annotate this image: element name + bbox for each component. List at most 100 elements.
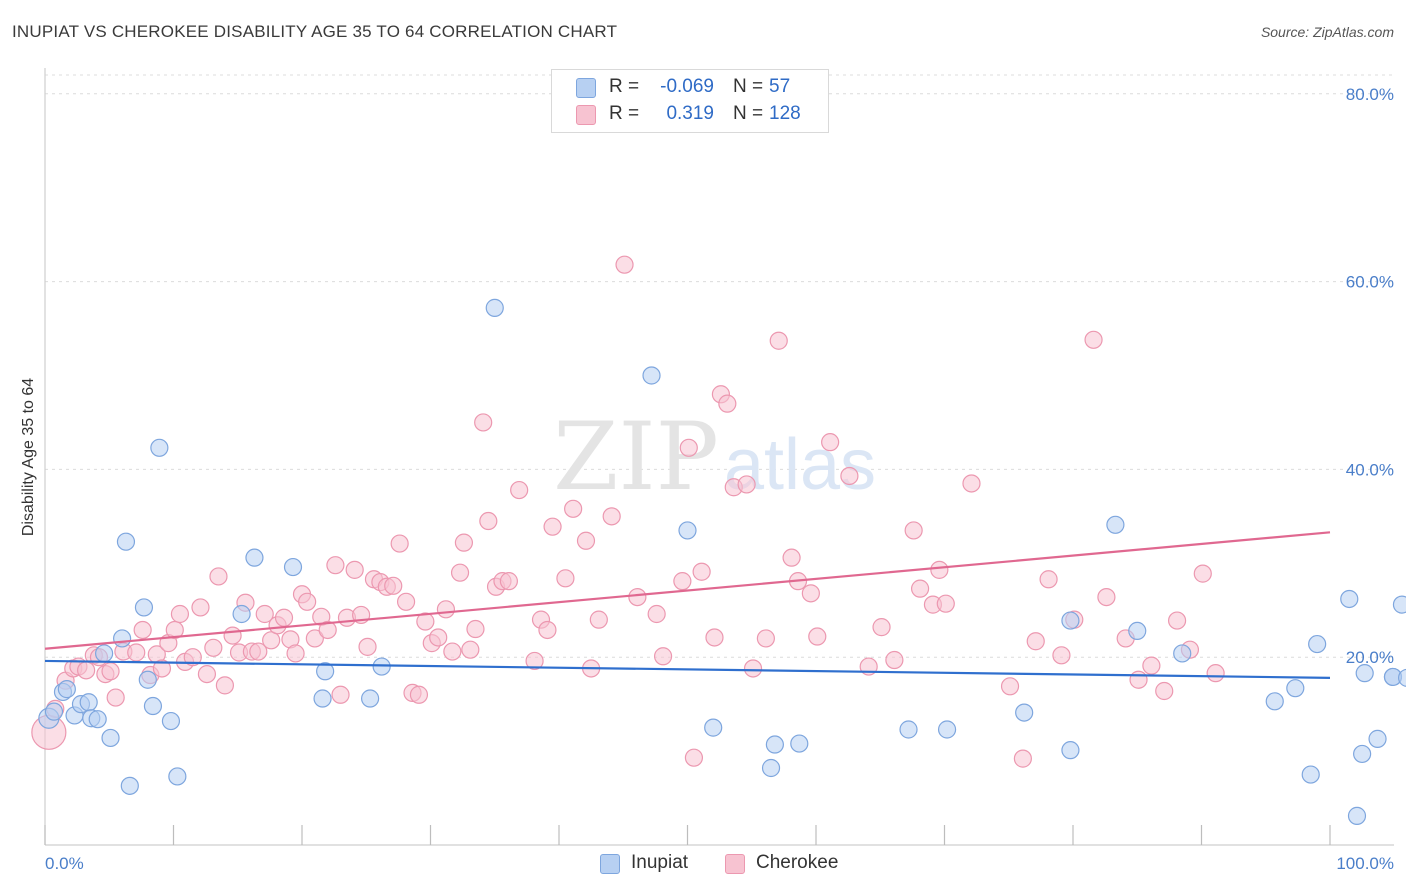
trendlines bbox=[44, 531, 1331, 679]
cherokee-point bbox=[840, 466, 859, 486]
cherokee-point bbox=[756, 629, 775, 648]
cherokee-point bbox=[692, 562, 711, 581]
inupiat-point bbox=[245, 548, 264, 567]
inupiat-point bbox=[704, 718, 723, 737]
cherokee-point bbox=[454, 533, 474, 552]
cherokee-point bbox=[628, 587, 647, 607]
cherokee-point bbox=[345, 560, 364, 579]
n-value: 128 bbox=[769, 103, 801, 124]
cherokee-point bbox=[653, 647, 673, 666]
n-value: 57 bbox=[769, 76, 791, 97]
inupiat-point bbox=[57, 680, 76, 699]
inupiat-point bbox=[134, 598, 154, 617]
cherokee-point bbox=[615, 255, 634, 274]
cherokee-swatch bbox=[576, 105, 596, 125]
inupiat-point bbox=[1015, 703, 1034, 722]
inupiat-point bbox=[120, 776, 139, 795]
inupiat-point bbox=[485, 298, 504, 317]
n-label: N = bbox=[733, 103, 764, 124]
inupiat-point bbox=[1128, 621, 1147, 641]
r-label: R = bbox=[609, 76, 640, 97]
cherokee-point bbox=[466, 619, 485, 639]
inupiat-point bbox=[313, 689, 332, 708]
cherokee-point bbox=[305, 629, 324, 648]
cherokee-point bbox=[409, 685, 429, 704]
inupiat-point bbox=[1368, 729, 1387, 748]
cherokee-point bbox=[1052, 646, 1071, 665]
x-tick-label: 100.0% bbox=[1336, 854, 1394, 873]
cherokee-point bbox=[127, 643, 146, 662]
cherokee-point bbox=[191, 598, 210, 617]
inupiat-point bbox=[116, 532, 136, 551]
cherokee-point bbox=[673, 572, 692, 591]
inupiat-point bbox=[1173, 644, 1192, 663]
inupiat-point bbox=[1106, 515, 1125, 534]
cherokee-point bbox=[962, 474, 981, 493]
inupiat-point bbox=[642, 366, 661, 385]
inupiat-point bbox=[1353, 744, 1372, 764]
cherokee-point bbox=[1026, 632, 1045, 651]
inupiat-point bbox=[790, 734, 809, 753]
cherokee-point bbox=[904, 521, 923, 540]
cherokee-point bbox=[298, 592, 317, 611]
cherokee-point bbox=[101, 662, 120, 681]
inupiat-point bbox=[1308, 634, 1327, 654]
cherokee-legend-label: Cherokee bbox=[756, 852, 839, 873]
inupiat-point bbox=[138, 670, 157, 689]
cherokee-point bbox=[1084, 330, 1103, 349]
cherokee-point bbox=[684, 748, 704, 767]
inupiat-point bbox=[101, 728, 120, 748]
cherokee-point bbox=[183, 648, 202, 667]
cherokee-point bbox=[170, 604, 190, 624]
cherokee-point bbox=[474, 413, 493, 432]
cherokee-point bbox=[1167, 611, 1187, 630]
cherokee-point bbox=[543, 517, 562, 536]
cherokee-point bbox=[1142, 656, 1161, 675]
cherokee-point bbox=[416, 612, 435, 631]
gridlines bbox=[45, 74, 1394, 658]
cherokee-point bbox=[1013, 749, 1032, 768]
cherokee-point bbox=[743, 659, 763, 678]
inupiat-point bbox=[1340, 589, 1359, 609]
cherokee-point bbox=[564, 499, 583, 518]
cherokee-point bbox=[152, 659, 172, 678]
cherokee-point bbox=[737, 475, 756, 494]
inupiat-point bbox=[372, 657, 391, 676]
inupiat-point bbox=[44, 702, 64, 721]
cherokee-point bbox=[390, 534, 409, 553]
inupiat-point bbox=[232, 604, 251, 624]
cherokee-point bbox=[443, 642, 462, 661]
correlation-legend: R = -0.069 N = 57 R = 0.319 N = 128 bbox=[551, 69, 829, 133]
y-tick-label: 80.0% bbox=[1346, 85, 1394, 104]
source-credit: Source: ZipAtlas.com bbox=[1260, 24, 1394, 40]
inupiat-point bbox=[95, 644, 114, 663]
x-tick-label: 0.0% bbox=[45, 854, 84, 873]
cherokee-point bbox=[326, 556, 345, 575]
cherokee-legend-swatch bbox=[725, 854, 745, 874]
inupiat-point bbox=[112, 629, 132, 648]
inupiat-point bbox=[161, 711, 181, 731]
inupiat-point bbox=[283, 557, 303, 577]
cherokee-point bbox=[249, 642, 268, 661]
inupiat-point bbox=[1355, 664, 1374, 683]
cherokee-point bbox=[318, 620, 337, 640]
inupiat-legend-swatch bbox=[600, 854, 620, 874]
n-label: N = bbox=[733, 76, 764, 97]
cherokee-point bbox=[499, 572, 518, 591]
inupiat-point bbox=[937, 720, 957, 739]
cherokee-point bbox=[209, 567, 228, 586]
inupiat-point bbox=[1061, 611, 1080, 630]
inupiat-point bbox=[168, 767, 187, 786]
inupiat-point bbox=[1061, 741, 1080, 760]
cherokee-point bbox=[215, 676, 234, 695]
cherokee-point bbox=[106, 688, 125, 707]
cherokee-point bbox=[384, 576, 403, 595]
cherokee-point bbox=[782, 548, 801, 567]
y-axis-label: Disability Age 35 to 64 bbox=[20, 378, 37, 536]
cherokee-point bbox=[262, 631, 281, 650]
cherokee-point bbox=[872, 618, 891, 637]
cherokee-point bbox=[396, 592, 416, 611]
inupiat-point bbox=[316, 662, 335, 681]
cherokee-point bbox=[286, 644, 305, 663]
